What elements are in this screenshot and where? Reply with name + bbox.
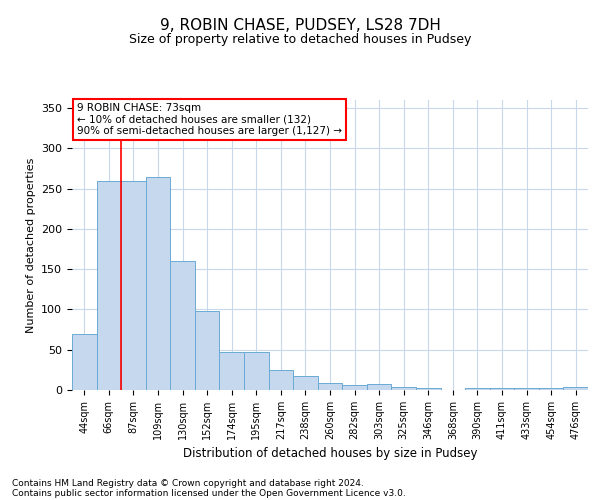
Bar: [539, 388, 563, 390]
Bar: [244, 352, 269, 390]
Bar: [269, 370, 293, 390]
Text: Size of property relative to detached houses in Pudsey: Size of property relative to detached ho…: [129, 32, 471, 46]
Bar: [195, 311, 220, 390]
Bar: [563, 387, 588, 390]
Bar: [391, 387, 416, 390]
Bar: [220, 352, 244, 390]
Y-axis label: Number of detached properties: Number of detached properties: [26, 158, 35, 332]
Text: Contains public sector information licensed under the Open Government Licence v3: Contains public sector information licen…: [12, 488, 406, 498]
Bar: [367, 384, 391, 390]
Bar: [146, 176, 170, 390]
Bar: [318, 383, 342, 390]
Bar: [465, 388, 490, 390]
Bar: [514, 388, 539, 390]
Text: Contains HM Land Registry data © Crown copyright and database right 2024.: Contains HM Land Registry data © Crown c…: [12, 478, 364, 488]
X-axis label: Distribution of detached houses by size in Pudsey: Distribution of detached houses by size …: [183, 448, 477, 460]
Bar: [170, 261, 195, 390]
Text: 9, ROBIN CHASE, PUDSEY, LS28 7DH: 9, ROBIN CHASE, PUDSEY, LS28 7DH: [160, 18, 440, 32]
Bar: [342, 385, 367, 390]
Bar: [490, 388, 514, 390]
Bar: [121, 180, 146, 390]
Bar: [72, 334, 97, 390]
Bar: [293, 376, 318, 390]
Bar: [416, 388, 440, 390]
Bar: [97, 180, 121, 390]
Text: 9 ROBIN CHASE: 73sqm
← 10% of detached houses are smaller (132)
90% of semi-deta: 9 ROBIN CHASE: 73sqm ← 10% of detached h…: [77, 103, 342, 136]
